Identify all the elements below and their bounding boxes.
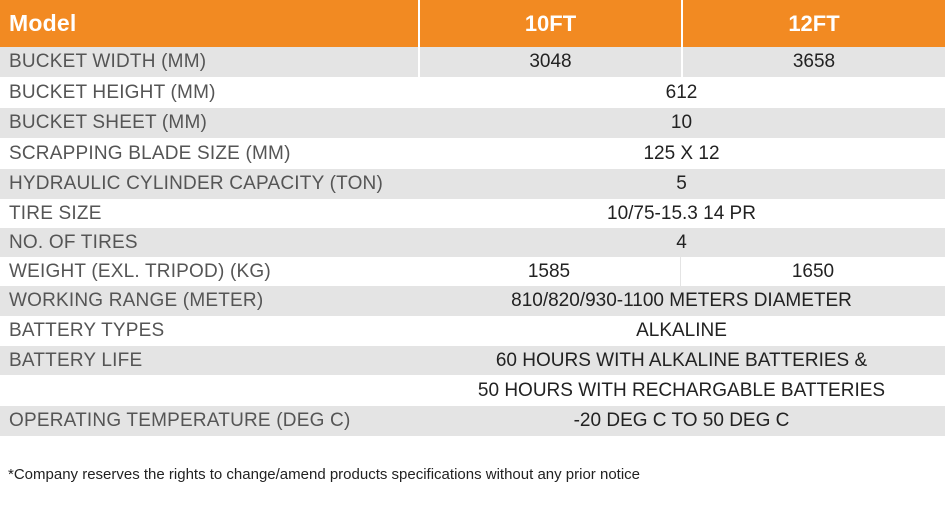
table-header: Model 10FT 12FT (0, 0, 945, 47)
footnote: *Company reserves the rights to change/a… (8, 466, 640, 483)
table-row: BATTERY LIFE 60 HOURS WITH ALKALINE BATT… (0, 346, 945, 375)
header-12ft: 12FT (681, 0, 945, 47)
row-label: BUCKET HEIGHT (MM) (9, 81, 216, 103)
row-value: -20 DEG C TO 50 DEG C (573, 410, 790, 431)
row-label: HYDRAULIC CYLINDER CAPACITY (TON) (9, 173, 383, 194)
row-value-10ft: 1585 (418, 257, 681, 286)
row-value: 60 HOURS WITH ALKALINE BATTERIES & (495, 349, 868, 371)
row-label: OPERATING TEMPERATURE (DEG C) (9, 410, 351, 431)
table-row: WORKING RANGE (METER) 810/820/930-1100 M… (0, 286, 945, 316)
row-value: 10/75-15.3 14 PR (607, 202, 756, 224)
row-value: 810/820/930-1100 METERS DIAMETER (511, 290, 852, 311)
table-row: BUCKET HEIGHT (MM) 612 (0, 77, 945, 108)
row-label: NO. OF TIRES (9, 231, 138, 253)
row-value: ALKALINE (636, 320, 727, 341)
row-label: BATTERY LIFE (9, 349, 143, 371)
row-value: 10 (670, 112, 693, 133)
table-row: BUCKET WIDTH (MM) 3048 3658 (0, 47, 945, 77)
row-label: BUCKET WIDTH (MM) (9, 51, 207, 72)
row-value: 50 HOURS WITH RECHARGABLE BATTERIES (477, 379, 886, 401)
spec-table: Model 10FT 12FT BUCKET WIDTH (MM) 3048 3… (0, 0, 945, 436)
row-label: TIRE SIZE (9, 202, 102, 224)
row-label: WORKING RANGE (METER) (9, 290, 264, 311)
row-label: SCRAPPING BLADE SIZE (MM) (9, 142, 291, 164)
table-row: WEIGHT (EXL. TRIPOD) (KG) 1585 1650 (0, 257, 945, 286)
table-row: BATTERY TYPES ALKALINE (0, 316, 945, 346)
table-row: 50 HOURS WITH RECHARGABLE BATTERIES (0, 375, 945, 406)
row-value: 5 (676, 173, 687, 194)
row-value: 612 (665, 81, 698, 103)
row-label: WEIGHT (EXL. TRIPOD) (KG) (9, 260, 271, 282)
row-value-10ft: 3048 (418, 47, 681, 77)
row-value: 125 X 12 (643, 142, 720, 164)
table-row: NO. OF TIRES 4 (0, 228, 945, 257)
table-row: SCRAPPING BLADE SIZE (MM) 125 X 12 (0, 138, 945, 169)
row-value: 4 (676, 231, 687, 253)
table-row: HYDRAULIC CYLINDER CAPACITY (TON) 5 (0, 169, 945, 199)
table-row: BUCKET SHEET (MM) 10 (0, 108, 945, 138)
table-row: OPERATING TEMPERATURE (DEG C) -20 DEG C … (0, 406, 945, 436)
row-label: BATTERY TYPES (9, 320, 165, 341)
header-model: Model (9, 10, 77, 36)
row-label (0, 375, 418, 406)
row-value-12ft: 1650 (791, 260, 835, 282)
table-row: TIRE SIZE 10/75-15.3 14 PR (0, 199, 945, 228)
header-10ft: 10FT (418, 0, 681, 47)
row-value-12ft: 3658 (681, 47, 945, 77)
row-label: BUCKET SHEET (MM) (9, 112, 207, 133)
